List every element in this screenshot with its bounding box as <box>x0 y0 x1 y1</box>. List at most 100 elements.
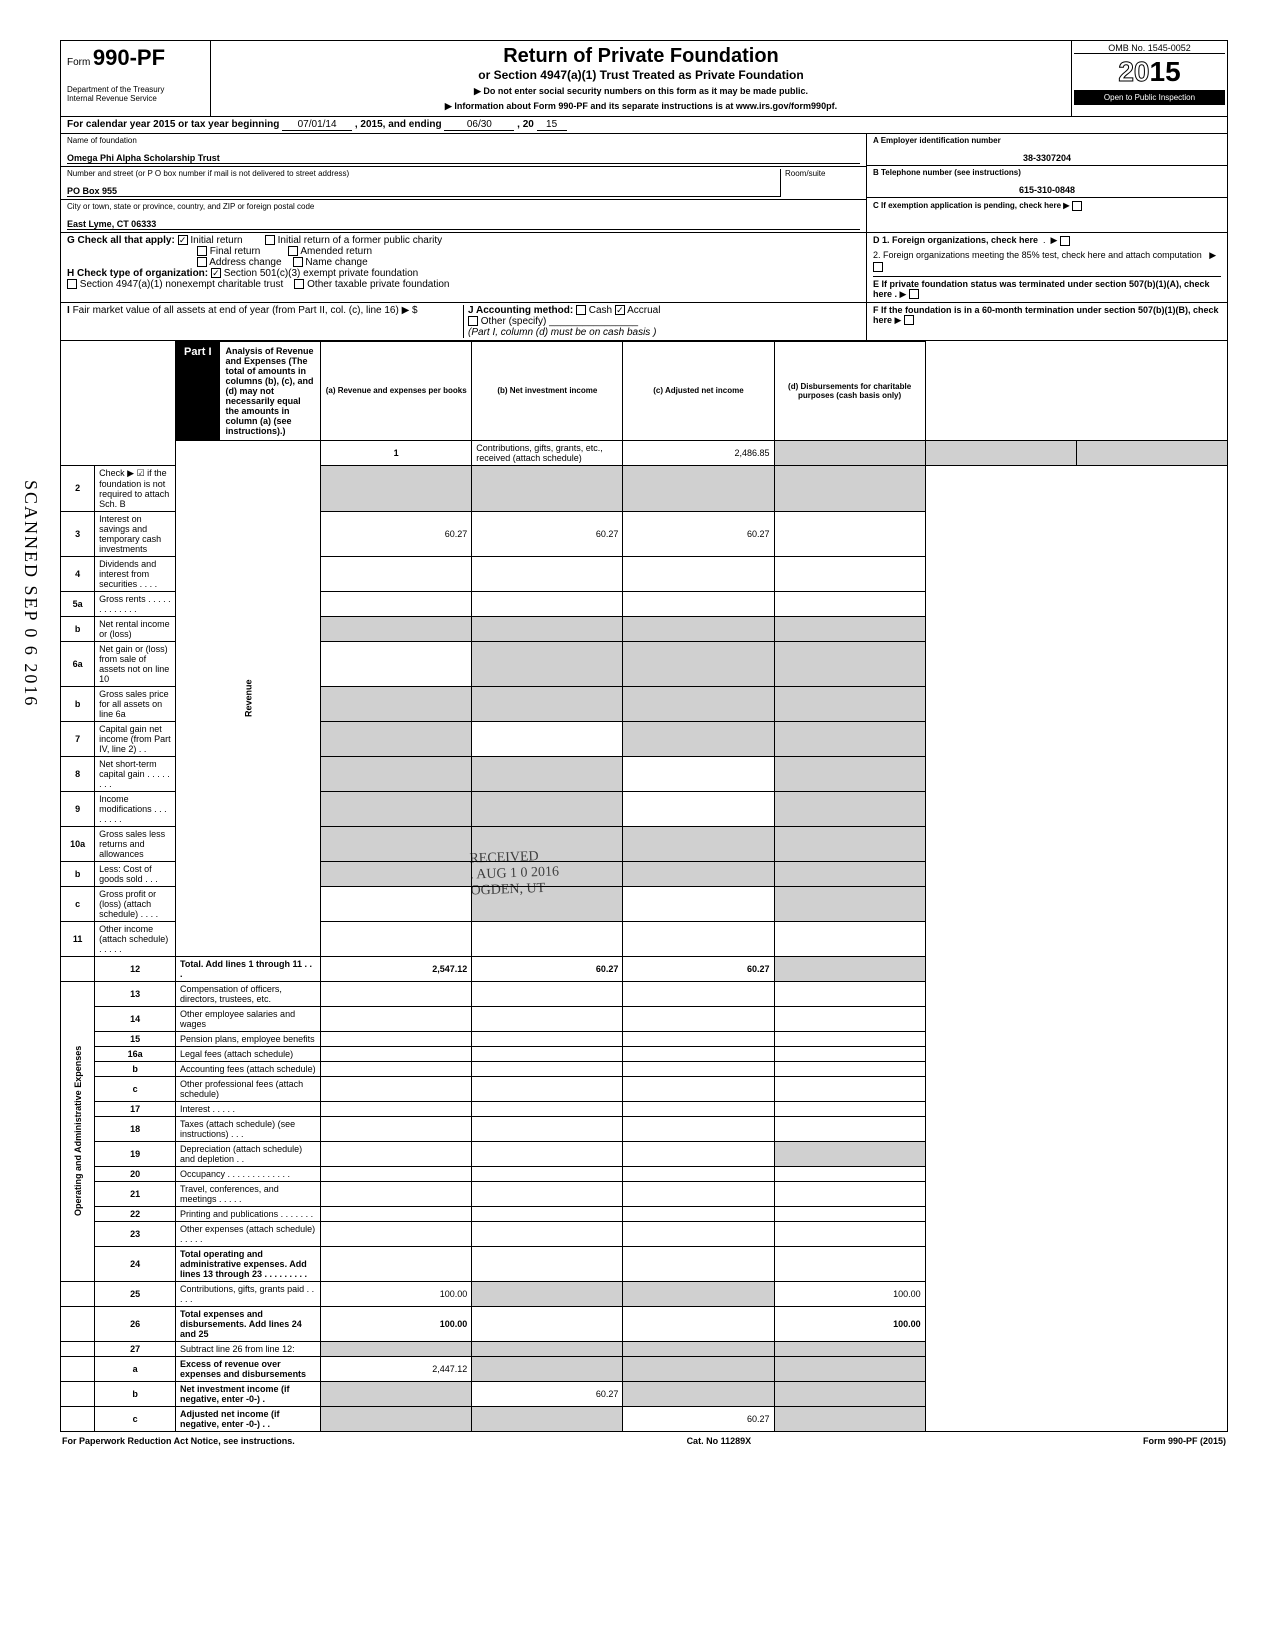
r25-d: 100.00 <box>774 1281 925 1306</box>
r6a-desc: Net gain or (loss) from sale of assets n… <box>95 641 176 686</box>
foundation-address: PO Box 955 <box>67 186 780 197</box>
open-inspection: Open to Public Inspection <box>1074 90 1225 105</box>
r2-num: 2 <box>61 465 95 511</box>
r27a-desc: Excess of revenue over expenses and disb… <box>180 1359 306 1379</box>
h-4947-checkbox[interactable] <box>67 279 77 289</box>
h-opt3: Other taxable private foundation <box>307 279 449 290</box>
r27c-c: 60.27 <box>623 1406 774 1431</box>
form-header-center: Return of Private Foundation or Section … <box>211 41 1072 116</box>
r3-b: 60.27 <box>472 511 623 556</box>
r16a-desc: Legal fees (attach schedule) <box>176 1046 321 1061</box>
r26-a: 100.00 <box>321 1306 472 1341</box>
footer-left: For Paperwork Reduction Act Notice, see … <box>62 1436 295 1446</box>
g-name-change: Name change <box>305 257 367 268</box>
f-checkbox[interactable] <box>904 315 914 325</box>
dept-treasury: Department of the Treasury <box>67 85 204 94</box>
r26-num: 26 <box>95 1306 176 1341</box>
h-label: H Check type of organization: <box>67 268 208 279</box>
g-name-checkbox[interactable] <box>293 257 303 267</box>
d1-checkbox[interactable] <box>1060 236 1070 246</box>
form-header-left: Form 990-PF Department of the Treasury I… <box>61 41 211 116</box>
revenue-side-label: Revenue <box>176 440 321 956</box>
addr-label: Number and street (or P O box number if … <box>67 169 780 178</box>
col-b-header: (b) Net investment income <box>472 341 623 440</box>
r1-num: 1 <box>321 440 472 465</box>
r20-num: 20 <box>95 1166 176 1181</box>
r23-num: 23 <box>95 1221 176 1246</box>
g-initial-checkbox[interactable]: ✓ <box>178 235 188 245</box>
r18-num: 18 <box>95 1116 176 1141</box>
section-i-row: I Fair market value of all assets at end… <box>60 303 1228 341</box>
r11-num: 11 <box>61 921 95 956</box>
g-initial-former: Initial return of a former public charit… <box>278 235 443 246</box>
r7-num: 7 <box>61 721 95 756</box>
r8-desc: Net short-term capital gain . . . . . . … <box>95 756 176 791</box>
g-final-checkbox[interactable] <box>197 246 207 256</box>
tax-year-begin: 07/01/14 <box>282 119 352 131</box>
r24-desc: Total operating and administrative expen… <box>176 1246 321 1281</box>
j-cash-checkbox[interactable] <box>576 305 586 315</box>
c-label: C If exemption application is pending, c… <box>873 201 1069 210</box>
r14-desc: Other employee salaries and wages <box>176 1006 321 1031</box>
tel-label: B Telephone number (see instructions) <box>873 168 1221 177</box>
r12-c: 60.27 <box>623 956 774 981</box>
r1-a: 2,486.85 <box>623 440 774 465</box>
i-text: Fair market value of all assets at end o… <box>73 305 418 316</box>
scanned-stamp: SCANNED SEP 0 6 2016 <box>20 480 41 707</box>
r22-num: 22 <box>95 1206 176 1221</box>
j-cash: Cash <box>589 305 612 316</box>
h-501c3-checkbox[interactable]: ✓ <box>211 268 221 278</box>
r6b-num: b <box>61 686 95 721</box>
g-initial-former-checkbox[interactable] <box>265 235 275 245</box>
r22-desc: Printing and publications . . . . . . . <box>176 1206 321 1221</box>
r10c-num: c <box>61 886 95 921</box>
col-a-header: (a) Revenue and expenses per books <box>321 341 472 440</box>
g-addr-checkbox[interactable] <box>197 257 207 267</box>
r3-a: 60.27 <box>321 511 472 556</box>
r25-desc: Contributions, gifts, grants paid . . . … <box>176 1281 321 1306</box>
r17-num: 17 <box>95 1101 176 1116</box>
r27c-num: c <box>95 1406 176 1431</box>
r4-desc: Dividends and interest from securities .… <box>95 556 176 591</box>
part1-label: Part I <box>176 342 220 440</box>
footer-center: Cat. No 11289X <box>687 1436 752 1446</box>
j-label: J Accounting method: <box>468 305 573 316</box>
r3-c: 60.27 <box>623 511 774 556</box>
r10c-desc: Gross profit or (loss) (attach schedule)… <box>95 886 176 921</box>
j-note: (Part I, column (d) must be on cash basi… <box>468 327 656 338</box>
j-other-checkbox[interactable] <box>468 316 478 326</box>
r5a-desc: Gross rents . . . . . . . . . . . . . <box>95 591 176 616</box>
r18-desc: Taxes (attach schedule) (see instruction… <box>176 1116 321 1141</box>
r13-num: 13 <box>95 981 176 1006</box>
city-label: City or town, state or province, country… <box>67 202 860 211</box>
r3-num: 3 <box>61 511 95 556</box>
r21-desc: Travel, conferences, and meetings . . . … <box>176 1181 321 1206</box>
r27a-num: a <box>95 1356 176 1381</box>
col-d-header: (d) Disbursements for charitable purpose… <box>774 341 925 440</box>
h-other-checkbox[interactable] <box>294 279 304 289</box>
room-label: Room/suite <box>785 169 860 178</box>
col-c-header: (c) Adjusted net income <box>623 341 774 440</box>
d2-checkbox[interactable] <box>873 262 883 272</box>
r1-desc: Contributions, gifts, grants, etc., rece… <box>472 440 623 465</box>
foundation-tel: 615-310-0848 <box>873 185 1221 195</box>
r27c-desc: Adjusted net income (if negative, enter … <box>180 1409 280 1429</box>
r26-d: 100.00 <box>774 1306 925 1341</box>
form-instr1: ▶ Do not enter social security numbers o… <box>217 86 1065 97</box>
r27b-b: 60.27 <box>472 1381 623 1406</box>
h-opt1: Section 501(c)(3) exempt private foundat… <box>224 268 419 279</box>
j-accrual: Accrual <box>627 305 660 316</box>
calendar-year-row: For calendar year 2015 or tax year begin… <box>60 117 1228 134</box>
c-checkbox[interactable] <box>1072 201 1082 211</box>
form-subtitle: or Section 4947(a)(1) Trust Treated as P… <box>217 68 1065 82</box>
foundation-info: Name of foundation Omega Phi Alpha Schol… <box>60 134 1228 233</box>
r25-num: 25 <box>95 1281 176 1306</box>
form-header: Form 990-PF Department of the Treasury I… <box>60 40 1228 117</box>
name-label: Name of foundation <box>67 136 860 145</box>
j-accrual-checkbox[interactable]: ✓ <box>615 305 625 315</box>
form-instr2: ▶ Information about Form 990-PF and its … <box>217 101 1065 112</box>
g-amended-checkbox[interactable] <box>288 246 298 256</box>
e-checkbox[interactable] <box>909 289 919 299</box>
ein-label: A Employer identification number <box>873 136 1221 145</box>
r11-desc: Other income (attach schedule) . . . . . <box>95 921 176 956</box>
